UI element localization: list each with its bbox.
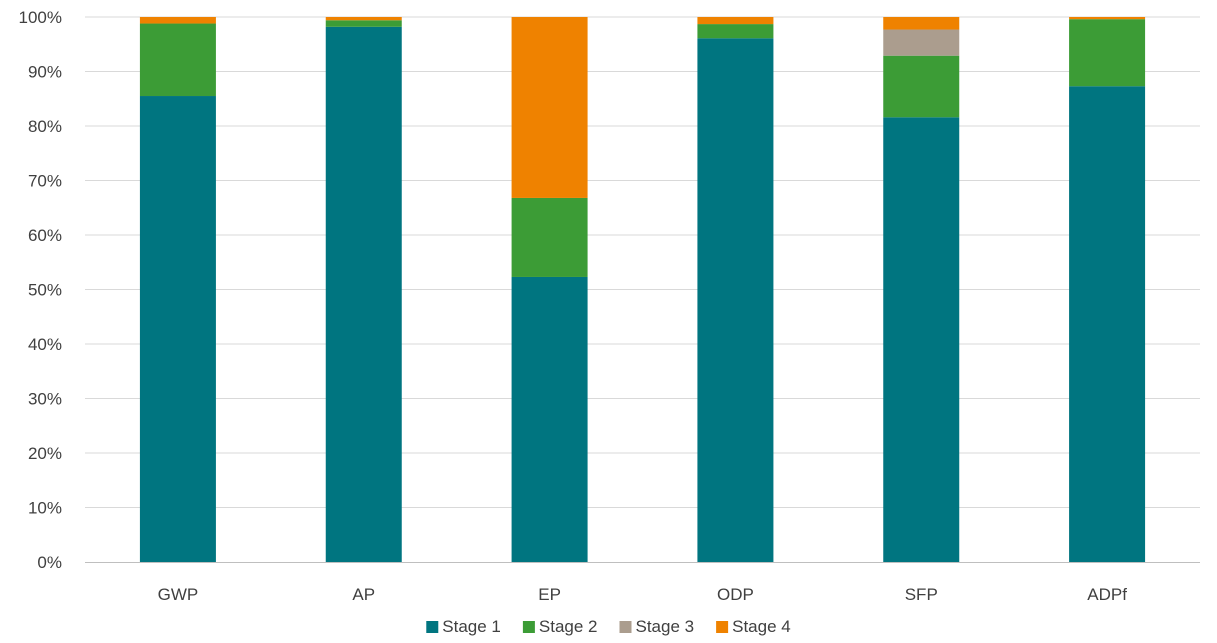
bar-segment-stage-4 — [697, 17, 774, 25]
y-tick-label: 70% — [28, 172, 62, 191]
legend-swatch — [619, 621, 632, 633]
y-axis-ticks: 0% 10% 20% 30% 40% 50% 60% 70% 80% 90% 100% — [19, 8, 62, 572]
legend-item-stage-3: Stage 3 — [619, 617, 695, 636]
legend-label: Stage 3 — [636, 617, 695, 636]
x-tick-label: ODP — [717, 585, 754, 604]
bar-stack-adpf — [1069, 17, 1146, 562]
gridlines — [85, 16, 1200, 508]
bar-segment-stage-1 — [1069, 86, 1146, 562]
bar-stack-sfp — [883, 17, 960, 562]
x-tick-label: GWP — [158, 585, 199, 604]
legend: Stage 1 Stage 2 Stage 3 Stage 4 — [426, 617, 791, 636]
bar-segment-stage-4 — [325, 17, 402, 21]
legend-item-stage-1: Stage 1 — [426, 617, 501, 636]
bar-stack-odp — [697, 17, 774, 562]
bar-segment-stage-1 — [883, 117, 960, 562]
bar-segment-stage-2 — [697, 24, 774, 39]
legend-label: Stage 4 — [732, 617, 791, 636]
legend-label: Stage 2 — [539, 617, 598, 636]
bar-segment-stage-1 — [139, 96, 216, 563]
bar-segment-stage-1 — [325, 26, 402, 563]
y-tick-label: 30% — [28, 390, 62, 409]
bar-segment-stage-2 — [883, 55, 960, 118]
y-tick-label: 0% — [37, 553, 62, 572]
y-tick-label: 60% — [28, 226, 62, 245]
y-tick-label: 20% — [28, 444, 62, 463]
bar-segment-stage-2 — [325, 20, 402, 27]
bar-segment-stage-2 — [139, 23, 216, 97]
x-tick-label: SFP — [905, 585, 938, 604]
y-tick-label: 40% — [28, 335, 62, 354]
bar-stack-ap — [325, 17, 402, 563]
x-axis-labels: GWP AP EP ODP SFP ADPf — [158, 585, 1128, 604]
bar-segment-stage-4 — [511, 17, 588, 198]
y-tick-label: 10% — [28, 499, 62, 518]
y-tick-label: 50% — [28, 281, 62, 300]
bar-segment-stage-1 — [511, 276, 588, 562]
bar-segment-stage-4 — [883, 17, 960, 30]
legend-item-stage-4: Stage 4 — [716, 617, 791, 636]
bar-segment-stage-4 — [1069, 17, 1146, 20]
bar-segment-stage-1 — [697, 38, 774, 562]
bar-segment-stage-4 — [139, 17, 216, 24]
x-tick-label: ADPf — [1087, 585, 1127, 604]
bar-stack-gwp — [139, 17, 216, 563]
x-tick-label: AP — [352, 585, 375, 604]
bars — [139, 17, 1146, 563]
bar-segment-stage-2 — [1069, 19, 1146, 87]
legend-swatch — [522, 621, 535, 633]
legend-label: Stage 1 — [442, 617, 501, 636]
bar-stack-ep — [511, 17, 588, 562]
y-tick-label: 80% — [28, 117, 62, 136]
legend-swatch — [716, 621, 729, 633]
bar-segment-stage-3 — [883, 29, 960, 56]
y-tick-label: 90% — [28, 63, 62, 82]
legend-item-stage-2: Stage 2 — [522, 617, 598, 636]
x-tick-label: EP — [538, 585, 561, 604]
bar-segment-stage-2 — [511, 197, 588, 277]
legend-swatch — [426, 621, 439, 633]
y-tick-label: 100% — [19, 8, 62, 27]
